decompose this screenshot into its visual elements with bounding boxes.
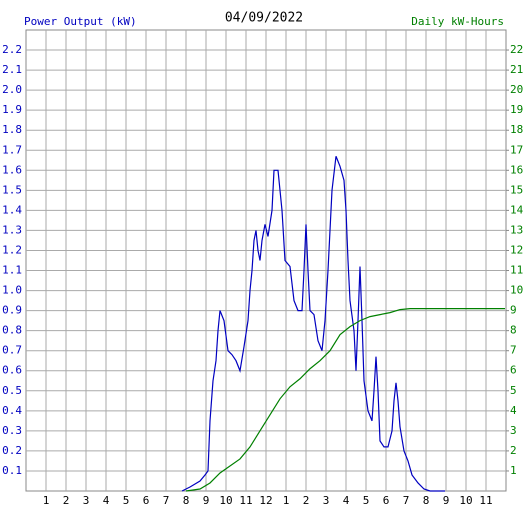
- y-tick-label: 1.9: [2, 103, 22, 116]
- y-tick-label: 1.6: [2, 163, 22, 176]
- y-tick-label: 0.5: [2, 384, 22, 397]
- y-tick-label: 0.8: [2, 324, 22, 337]
- y-tick-label: 1.4: [2, 203, 22, 216]
- y-tick-label: 2.2: [2, 43, 22, 56]
- x-tick-label: 4: [103, 494, 110, 507]
- x-tick-label: 6: [143, 494, 150, 507]
- y2-tick-label: 20: [510, 83, 523, 96]
- y2-tick-label: 8: [510, 324, 517, 337]
- x-tick-label: 1: [43, 494, 50, 507]
- x-tick-label: 8: [183, 494, 190, 507]
- y2-tick-label: 6: [510, 364, 517, 377]
- x-tick-label: 3: [83, 494, 90, 507]
- y2-tick-label: 14: [510, 203, 524, 216]
- series-line: [181, 156, 445, 492]
- y-tick-label: 1.0: [2, 284, 22, 297]
- series-line: [185, 308, 505, 492]
- y-tick-label: 0.2: [2, 444, 22, 457]
- x-tick-label: 2: [303, 494, 310, 507]
- y-tick-label: 2.1: [2, 63, 22, 76]
- y2-tick-label: 21: [510, 63, 523, 76]
- x-tick-label: 4: [343, 494, 350, 507]
- x-tick-label: 10: [219, 494, 232, 507]
- y-tick-label: 0.4: [2, 404, 22, 417]
- y-tick-label: 2.0: [2, 83, 22, 96]
- y2-tick-label: 16: [510, 163, 523, 176]
- x-tick-label: 2: [63, 494, 70, 507]
- x-tick-label: 11: [479, 494, 492, 507]
- y-tick-label: 1.1: [2, 264, 22, 277]
- y2-tick-label: 4: [510, 404, 517, 417]
- y-tick-label: 0.9: [2, 304, 22, 317]
- x-tick-label: 9: [203, 494, 210, 507]
- y2-tick-label: 17: [510, 143, 523, 156]
- y2-axis-label: Daily kW-Hours: [411, 15, 504, 28]
- y-tick-label: 0.6: [2, 364, 22, 377]
- y-tick-label: 1.5: [2, 183, 22, 196]
- x-tick-label: 6: [383, 494, 390, 507]
- x-tick-label: 7: [403, 494, 410, 507]
- y2-tick-label: 12: [510, 243, 523, 256]
- y-tick-label: 1.7: [2, 143, 22, 156]
- y2-tick-label: 22: [510, 43, 523, 56]
- y2-tick-label: 9: [510, 304, 517, 317]
- y-axis-label: Power Output (kW): [24, 15, 137, 28]
- y-tick-label: 1.8: [2, 123, 22, 136]
- x-tick-label: 10: [459, 494, 472, 507]
- y2-tick-label: 15: [510, 183, 523, 196]
- x-tick-label: 12: [259, 494, 272, 507]
- y-tick-label: 1.3: [2, 223, 22, 236]
- y2-tick-label: 13: [510, 223, 523, 236]
- y-tick-label: 0.1: [2, 464, 22, 477]
- x-tick-label: 5: [363, 494, 370, 507]
- x-tick-label: 8: [423, 494, 430, 507]
- y-tick-label: 0.3: [2, 424, 22, 437]
- x-tick-label: 5: [123, 494, 130, 507]
- chart-title: 04/09/2022: [225, 11, 303, 26]
- x-tick-label: 11: [239, 494, 252, 507]
- y-tick-label: 0.7: [2, 344, 22, 357]
- y2-tick-label: 3: [510, 424, 517, 437]
- y2-tick-label: 2: [510, 444, 517, 457]
- y2-tick-label: 19: [510, 103, 523, 116]
- x-tick-label: 3: [323, 494, 330, 507]
- y2-tick-label: 10: [510, 284, 523, 297]
- y2-tick-label: 11: [510, 264, 523, 277]
- y2-tick-label: 5: [510, 384, 517, 397]
- x-tick-label: 7: [163, 494, 170, 507]
- x-tick-label: 9: [443, 494, 450, 507]
- y-tick-label: 1.2: [2, 243, 22, 256]
- y2-tick-label: 1: [510, 464, 517, 477]
- y2-tick-label: 18: [510, 123, 523, 136]
- y2-tick-label: 7: [510, 344, 517, 357]
- x-tick-label: 1: [283, 494, 290, 507]
